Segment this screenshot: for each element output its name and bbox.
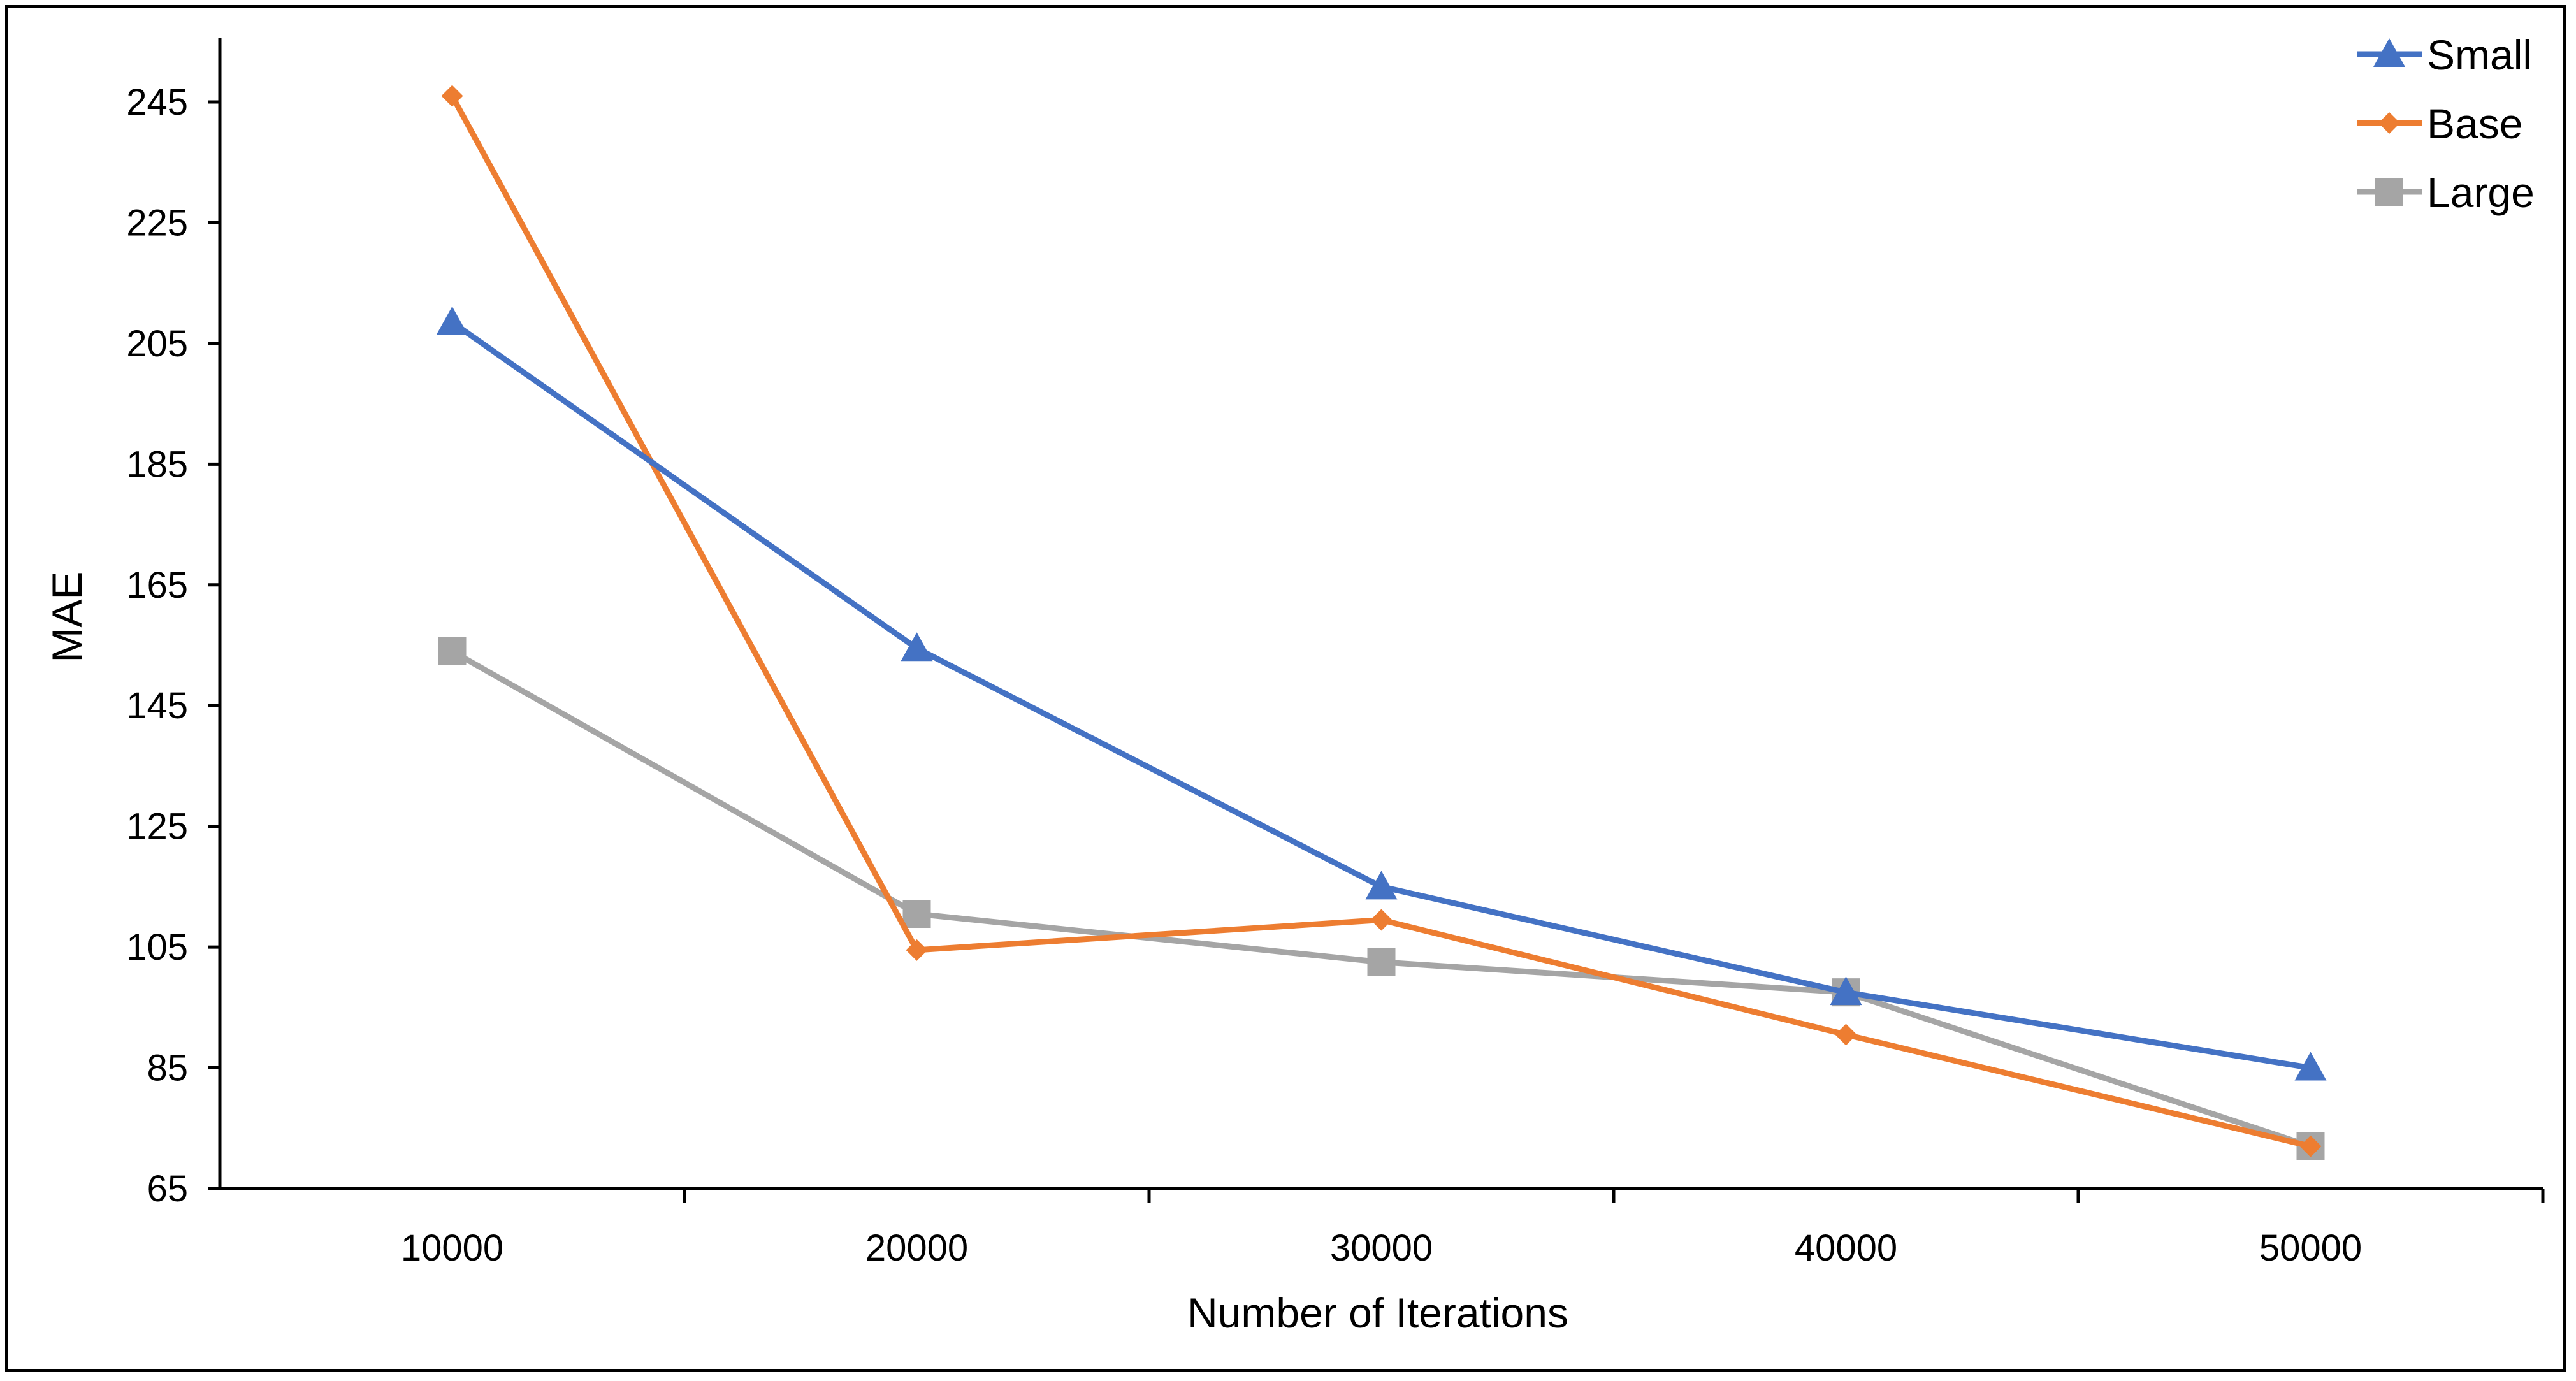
series-large (438, 637, 2325, 1160)
x-tick-label: 30000 (1330, 1227, 1433, 1269)
series-base (441, 85, 2322, 1157)
y-tick-label: 85 (147, 1048, 188, 1089)
y-tick-label: 205 (126, 323, 188, 365)
y-tick-label: 225 (126, 202, 188, 243)
legend-marker-square (2375, 178, 2403, 206)
legend-marker-diamond (2378, 112, 2400, 134)
data-point-base (1370, 909, 1393, 931)
data-point-small (436, 306, 468, 335)
data-point-small (901, 632, 933, 662)
legend-label: Small (2427, 31, 2532, 78)
x-axis-title: Number of Iterations (1187, 1289, 1568, 1336)
legend-marker-triangle (2373, 38, 2405, 67)
y-tick-label: 145 (126, 685, 188, 727)
series-layer (436, 85, 2327, 1160)
legend-label: Large (2427, 169, 2535, 216)
x-tick-label: 10000 (401, 1227, 503, 1269)
legend-label: Base (2427, 100, 2522, 147)
series-small (436, 306, 2327, 1081)
data-point-large (1367, 948, 1396, 976)
axes (218, 38, 2543, 1190)
data-point-base (906, 939, 928, 961)
legend-item-small: Small (2357, 31, 2532, 78)
data-point-base (1835, 1023, 1857, 1046)
y-tick-label: 165 (126, 565, 188, 606)
y-tick-label: 245 (126, 82, 188, 123)
series-line-base (449, 94, 2312, 1150)
data-point-large (438, 637, 467, 665)
x-tick-label: 40000 (1795, 1227, 1897, 1269)
x-tick-label: 50000 (2259, 1227, 2362, 1269)
legend: Small Base Large (2357, 31, 2535, 216)
legend-item-large: Large (2357, 169, 2535, 216)
y-tick-label: 185 (126, 444, 188, 485)
data-point-base (441, 85, 463, 107)
data-point-small (2294, 1052, 2327, 1081)
y-tick-label: 125 (126, 806, 188, 848)
data-point-small (1365, 871, 1398, 900)
x-axis-ticks: 10000 20000 30000 40000 50000 (401, 1189, 2545, 1269)
legend-item-base: Base (2357, 100, 2522, 147)
y-axis-title: MAE (43, 571, 90, 662)
chart-frame (5, 5, 2566, 1372)
x-tick-label: 20000 (865, 1227, 968, 1269)
y-axis-ticks: 65 85 105 125 145 165 185 205 225 245 (126, 82, 220, 1210)
y-tick-label: 65 (147, 1168, 188, 1210)
data-point-base (2299, 1135, 2322, 1157)
y-tick-label: 105 (126, 927, 188, 968)
data-point-small (1830, 976, 1862, 1006)
data-point-large (902, 900, 931, 929)
